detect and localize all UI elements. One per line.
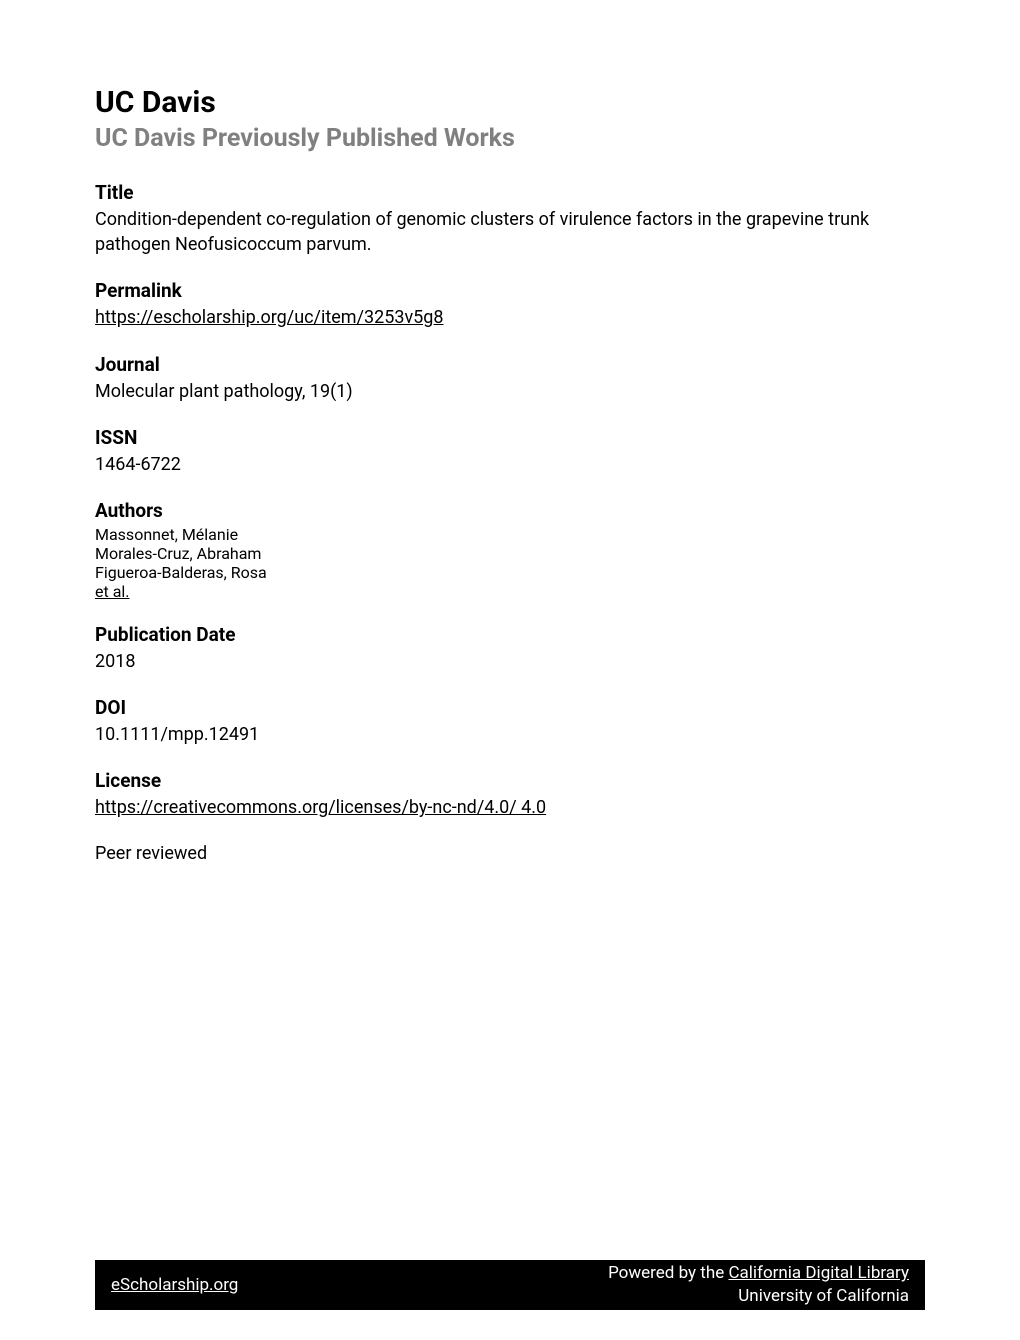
- publication-date-text: 2018: [95, 649, 925, 674]
- permalink-label: Permalink: [95, 279, 925, 302]
- author-item: Morales-Cruz, Abraham: [95, 544, 925, 563]
- footer: eScholarship.org Powered by the Californ…: [95, 1260, 925, 1310]
- authors-list: Massonnet, Mélanie Morales-Cruz, Abraham…: [95, 525, 925, 601]
- footer-right: Powered by the California Digital Librar…: [608, 1262, 909, 1308]
- journal-label: Journal: [95, 353, 925, 376]
- authors-label: Authors: [95, 499, 925, 522]
- publication-date-label: Publication Date: [95, 623, 925, 646]
- doi-label: DOI: [95, 696, 925, 719]
- license-label: License: [95, 769, 925, 792]
- doi-text: 10.1111/mpp.12491: [95, 722, 925, 747]
- footer-cdl-link[interactable]: California Digital Library: [728, 1263, 909, 1283]
- issn-label: ISSN: [95, 426, 925, 449]
- content-container: UC Davis UC Davis Previously Published W…: [0, 0, 1020, 864]
- title-text: Condition-dependent co-regulation of gen…: [95, 207, 925, 257]
- author-item: Massonnet, Mélanie: [95, 525, 925, 544]
- peer-reviewed-text: Peer reviewed: [95, 843, 925, 864]
- license-url[interactable]: https://creativecommons.org/licenses/by-…: [95, 795, 925, 820]
- author-item: Figueroa-Balderas, Rosa: [95, 563, 925, 582]
- author-et-al[interactable]: et al.: [95, 582, 925, 601]
- collection-name: UC Davis Previously Published Works: [95, 124, 925, 153]
- footer-prefix: Powered by the: [608, 1263, 728, 1283]
- title-label: Title: [95, 181, 925, 204]
- permalink-url[interactable]: https://escholarship.org/uc/item/3253v5g…: [95, 305, 925, 330]
- issn-text: 1464-6722: [95, 452, 925, 477]
- institution-name: UC Davis: [95, 85, 925, 120]
- footer-escholarship-link[interactable]: eScholarship.org: [111, 1275, 238, 1295]
- footer-uc-text: University of California: [738, 1286, 909, 1306]
- journal-text: Molecular plant pathology, 19(1): [95, 379, 925, 404]
- footer-powered-by: Powered by the California Digital Librar…: [608, 1262, 909, 1285]
